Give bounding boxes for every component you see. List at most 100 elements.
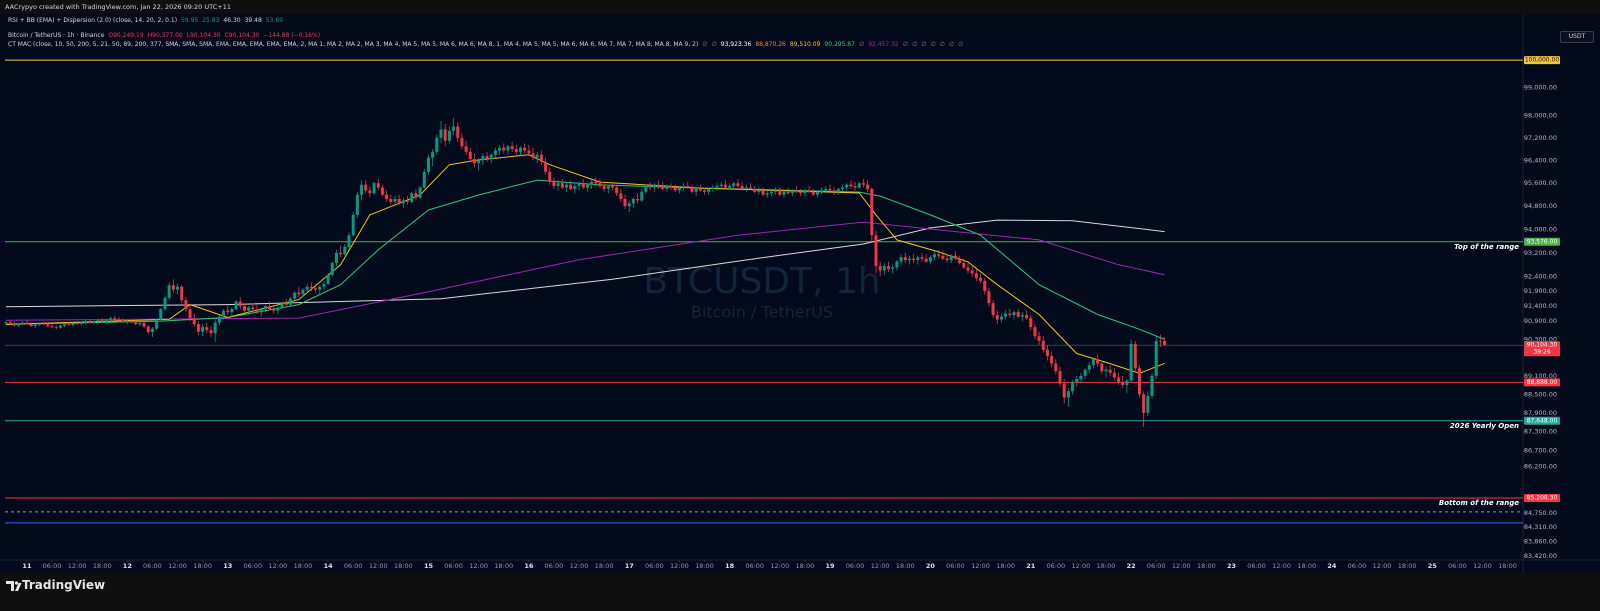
candle-body (213, 322, 217, 334)
y-tick-label: 95,600.00 (1524, 179, 1557, 187)
candle-body (1016, 312, 1020, 317)
candle-body (1020, 315, 1024, 317)
candle-body (1033, 327, 1037, 337)
legend-value: −144.88 (−0.16%) (263, 32, 321, 39)
candle-body (489, 154, 493, 160)
candle-body (481, 156, 485, 161)
x-tick-label: 18 (725, 562, 735, 570)
x-tick-label: 12:00 (369, 562, 388, 570)
candle-body (263, 306, 267, 310)
x-tick-label: 18:00 (1398, 562, 1417, 570)
candle-body (510, 146, 514, 150)
candle-body (389, 199, 393, 202)
candle-body (155, 319, 159, 329)
candle-body (778, 190, 782, 195)
candle-body (652, 184, 656, 188)
candle-body (1117, 377, 1121, 383)
currency-button[interactable]: USDT (1560, 31, 1594, 43)
candle-body (669, 186, 673, 188)
candle-body (1129, 343, 1133, 381)
y-tick-label: 83,420.00 (1524, 552, 1557, 560)
x-tick-label: 18:00 (695, 562, 714, 570)
candle-body (12, 323, 16, 326)
candle-body (556, 183, 560, 187)
candle-body (498, 147, 502, 151)
candle-body (184, 300, 188, 310)
candle-body (723, 184, 727, 188)
candle-body (1062, 383, 1066, 398)
candle-body (707, 188, 711, 192)
candle-body (418, 187, 422, 198)
candle-body (8, 322, 12, 324)
candle-body (393, 199, 397, 202)
candle-body (142, 322, 146, 327)
x-tick-label: 18:00 (796, 562, 815, 570)
legend-value: ∅ (958, 41, 964, 48)
candle-body (527, 150, 531, 154)
x-tick-label: 18:00 (494, 562, 513, 570)
candle-body (962, 263, 966, 268)
candle-body (924, 258, 928, 262)
candle-body (1037, 336, 1041, 341)
y-tick-label: 87,900.00 (1524, 409, 1557, 417)
x-tick-label: 06:00 (645, 562, 664, 570)
x-tick-label: 12:00 (570, 562, 589, 570)
candle-body (92, 321, 96, 323)
candle-body (1163, 340, 1167, 346)
legend-value: L90,104.30 (186, 32, 221, 39)
candle-body (853, 186, 857, 188)
x-tick-label: 12:00 (871, 562, 890, 570)
candle-body (339, 252, 343, 255)
y-tick-label: 91,900.00 (1524, 287, 1557, 295)
legend-value: 25.83 (202, 17, 220, 24)
level-label-box (1524, 56, 1560, 65)
x-tick-label: 06:00 (143, 562, 162, 570)
candle-body (364, 184, 368, 191)
candle-body (1096, 359, 1100, 364)
candle-body (577, 183, 581, 187)
candle-body (690, 187, 694, 192)
x-tick-label: 12:00 (670, 562, 689, 570)
y-tick-label: 97,200.00 (1524, 134, 1557, 142)
x-tick-label: 12:00 (1172, 562, 1191, 570)
candle-body (1100, 363, 1104, 372)
legend-title: CT MAC (close, 10, 50, 200, 5, 21, 50, 8… (8, 41, 699, 48)
candle-body (205, 327, 209, 331)
candle-body (314, 288, 318, 290)
candle-body (79, 322, 83, 324)
candle-body (4, 322, 8, 324)
candle-body (640, 191, 644, 201)
x-tick-label: 25 (1428, 562, 1438, 570)
candle-body (439, 129, 443, 138)
legend-value: ∅ (711, 41, 717, 48)
candle-body (619, 193, 623, 200)
candle-body (1071, 382, 1075, 392)
candle-body (222, 310, 226, 317)
level-label: 88,888.00 (1527, 379, 1558, 386)
x-tick-label: 19 (825, 562, 835, 570)
candle-body (518, 147, 522, 152)
legend-value: ∅ (902, 41, 908, 48)
y-tick-label: 93,200.00 (1524, 249, 1557, 257)
candle-body (811, 191, 815, 195)
candle-body (987, 291, 991, 304)
y-tick-label: 86,200.00 (1524, 462, 1557, 470)
level-label: 85,208.30 (1527, 495, 1558, 502)
candle-body (347, 235, 351, 247)
watermark-symbol: BTCUSDT, 1h (643, 261, 880, 302)
x-tick-label: 12:00 (1272, 562, 1291, 570)
credit: AACrypyo created with TradingView.com, J… (5, 3, 231, 11)
level-note: 2026 Yearly Open (1450, 422, 1519, 430)
candle-body (585, 184, 589, 188)
chart-background (0, 14, 1600, 573)
x-tick-label: 06:00 (344, 562, 363, 570)
candle-body (88, 321, 92, 323)
candle-body (1158, 340, 1162, 342)
candle-body (928, 257, 932, 262)
candle-body (761, 190, 765, 195)
x-tick-label: 12 (123, 562, 132, 570)
candle-body (861, 183, 865, 185)
y-tick-label: 94,000.00 (1524, 225, 1557, 233)
y-tick-label: 96,400.00 (1524, 156, 1557, 164)
candle-body (824, 188, 828, 191)
